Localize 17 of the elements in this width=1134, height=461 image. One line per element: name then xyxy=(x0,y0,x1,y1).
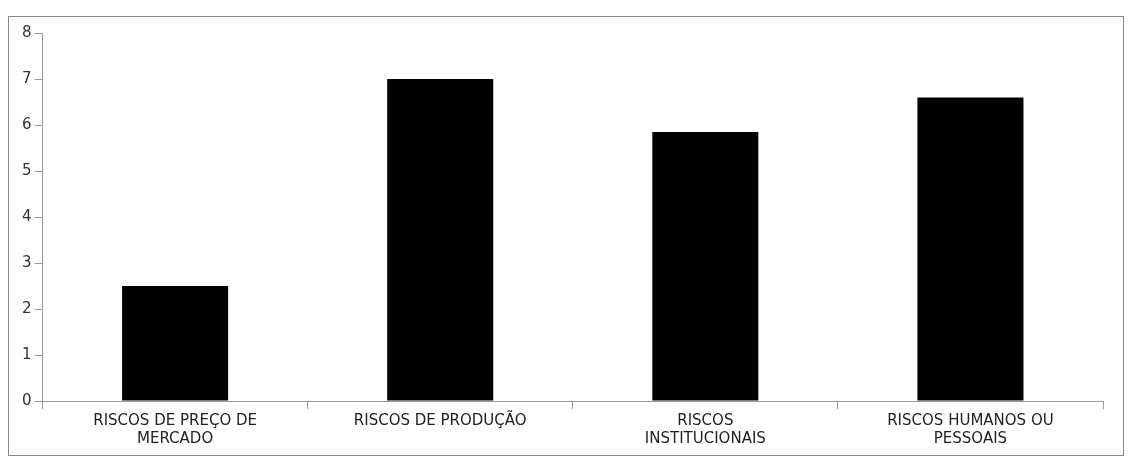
bar xyxy=(652,131,759,401)
bar xyxy=(917,97,1024,401)
bar xyxy=(387,79,494,401)
bar xyxy=(122,286,229,401)
y-tick-label: 1 xyxy=(22,344,32,363)
y-tick-label: 6 xyxy=(22,114,32,133)
y-tick-label: 4 xyxy=(22,206,32,225)
y-tick-label: 8 xyxy=(22,22,32,41)
y-tick-label: 2 xyxy=(22,298,32,317)
y-tick-label: 7 xyxy=(22,68,32,87)
y-tick-label: 3 xyxy=(22,252,32,271)
x-tick-label: RISCOS DE PREÇO DE MERCADO xyxy=(93,410,257,447)
x-tick-label: RISCOS HUMANOS OU PESSOAIS xyxy=(887,410,1054,447)
y-tick-label: 5 xyxy=(22,160,32,179)
x-tick-label: RISCOS INSTITUCIONAIS xyxy=(644,410,766,447)
x-tick-label: RISCOS DE PRODUÇÃO xyxy=(353,409,527,429)
y-tick-label: 0 xyxy=(22,390,32,409)
